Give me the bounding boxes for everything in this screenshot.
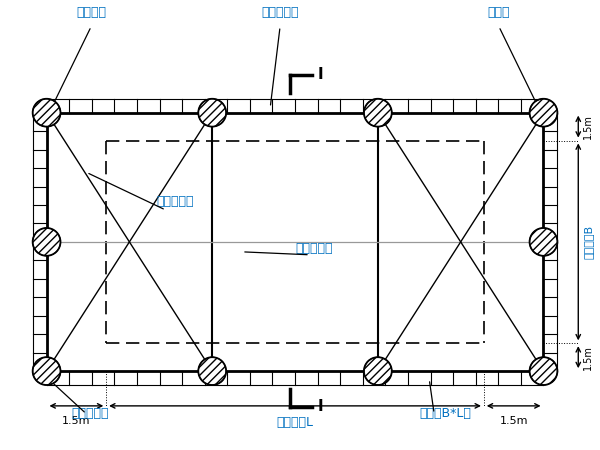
Text: 1.5m: 1.5m [583,114,593,139]
Text: 1.5m: 1.5m [62,416,91,426]
Circle shape [530,357,557,385]
Circle shape [364,99,392,126]
Text: 錢导框斜联: 錢导框斜联 [156,195,193,208]
Circle shape [364,357,392,385]
Text: 錢导框横联: 錢导框横联 [295,242,332,255]
Text: 1.5m: 1.5m [583,345,593,369]
Circle shape [32,99,61,126]
Text: I: I [318,399,323,414]
Text: 承台长度L: 承台长度L [277,416,314,429]
Text: 特制角桦: 特制角桦 [76,6,106,19]
Circle shape [530,228,557,256]
Circle shape [32,228,61,256]
Circle shape [198,357,226,385]
Text: 承台宽度B: 承台宽度B [583,225,593,259]
Text: 錢导框: 錢导框 [488,6,510,19]
Text: 定位錢管桦: 定位錢管桦 [71,407,109,420]
Text: 1.5m: 1.5m [499,416,528,426]
Circle shape [530,99,557,126]
Text: 錢板桦围堰: 錢板桦围堰 [262,6,299,19]
Circle shape [198,99,226,126]
Circle shape [32,357,61,385]
Text: I: I [318,68,323,82]
Text: 承台（B*L）: 承台（B*L） [419,407,471,420]
